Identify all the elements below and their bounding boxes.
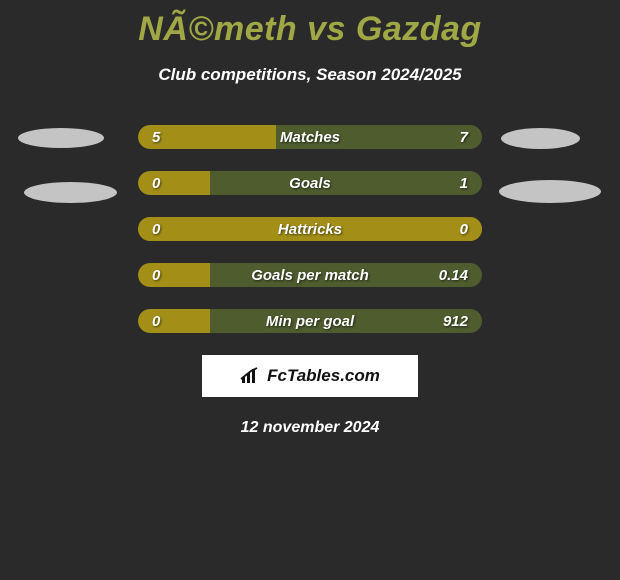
comparison-bars: 5 Matches 7 0 Goals 1 0 Hattricks 0 0 Goals per ma… bbox=[138, 125, 482, 333]
stat-label: Min per goal bbox=[266, 313, 354, 330]
player-ellipse-1 bbox=[24, 182, 117, 203]
bar-chart-icon bbox=[240, 367, 262, 385]
branding-badge: FcTables.com bbox=[202, 355, 418, 397]
stat-label: Matches bbox=[280, 129, 340, 146]
stat-value-left: 0 bbox=[152, 221, 160, 238]
stat-fill-left bbox=[138, 309, 210, 333]
stat-label: Goals bbox=[289, 175, 331, 192]
stat-fill-left bbox=[138, 263, 210, 287]
stat-row-goals: 0 Goals 1 bbox=[138, 171, 482, 195]
stat-row-min-per-goal: 0 Min per goal 912 bbox=[138, 309, 482, 333]
stat-label: Goals per match bbox=[251, 267, 369, 284]
stat-value-right: 912 bbox=[443, 313, 468, 330]
stat-value-right: 0.14 bbox=[439, 267, 468, 284]
stat-row-hattricks: 0 Hattricks 0 bbox=[138, 217, 482, 241]
stat-value-left: 0 bbox=[152, 267, 160, 284]
stat-value-left: 0 bbox=[152, 175, 160, 192]
stat-value-right: 0 bbox=[460, 221, 468, 238]
stat-row-goals-per-match: 0 Goals per match 0.14 bbox=[138, 263, 482, 287]
page-subtitle: Club competitions, Season 2024/2025 bbox=[0, 65, 620, 85]
player-ellipse-2 bbox=[501, 128, 580, 149]
branding-text: FcTables.com bbox=[267, 366, 380, 386]
player-ellipse-0 bbox=[18, 128, 104, 148]
stat-value-right: 7 bbox=[460, 129, 468, 146]
stat-value-left: 0 bbox=[152, 313, 160, 330]
stat-fill-left bbox=[138, 171, 210, 195]
stat-value-right: 1 bbox=[460, 175, 468, 192]
stat-label: Hattricks bbox=[278, 221, 342, 238]
snapshot-date: 12 november 2024 bbox=[0, 419, 620, 437]
stat-value-left: 5 bbox=[152, 129, 160, 146]
stat-row-matches: 5 Matches 7 bbox=[138, 125, 482, 149]
player-ellipse-3 bbox=[499, 180, 601, 203]
page-title: NÃ©meth vs Gazdag bbox=[0, 0, 620, 49]
